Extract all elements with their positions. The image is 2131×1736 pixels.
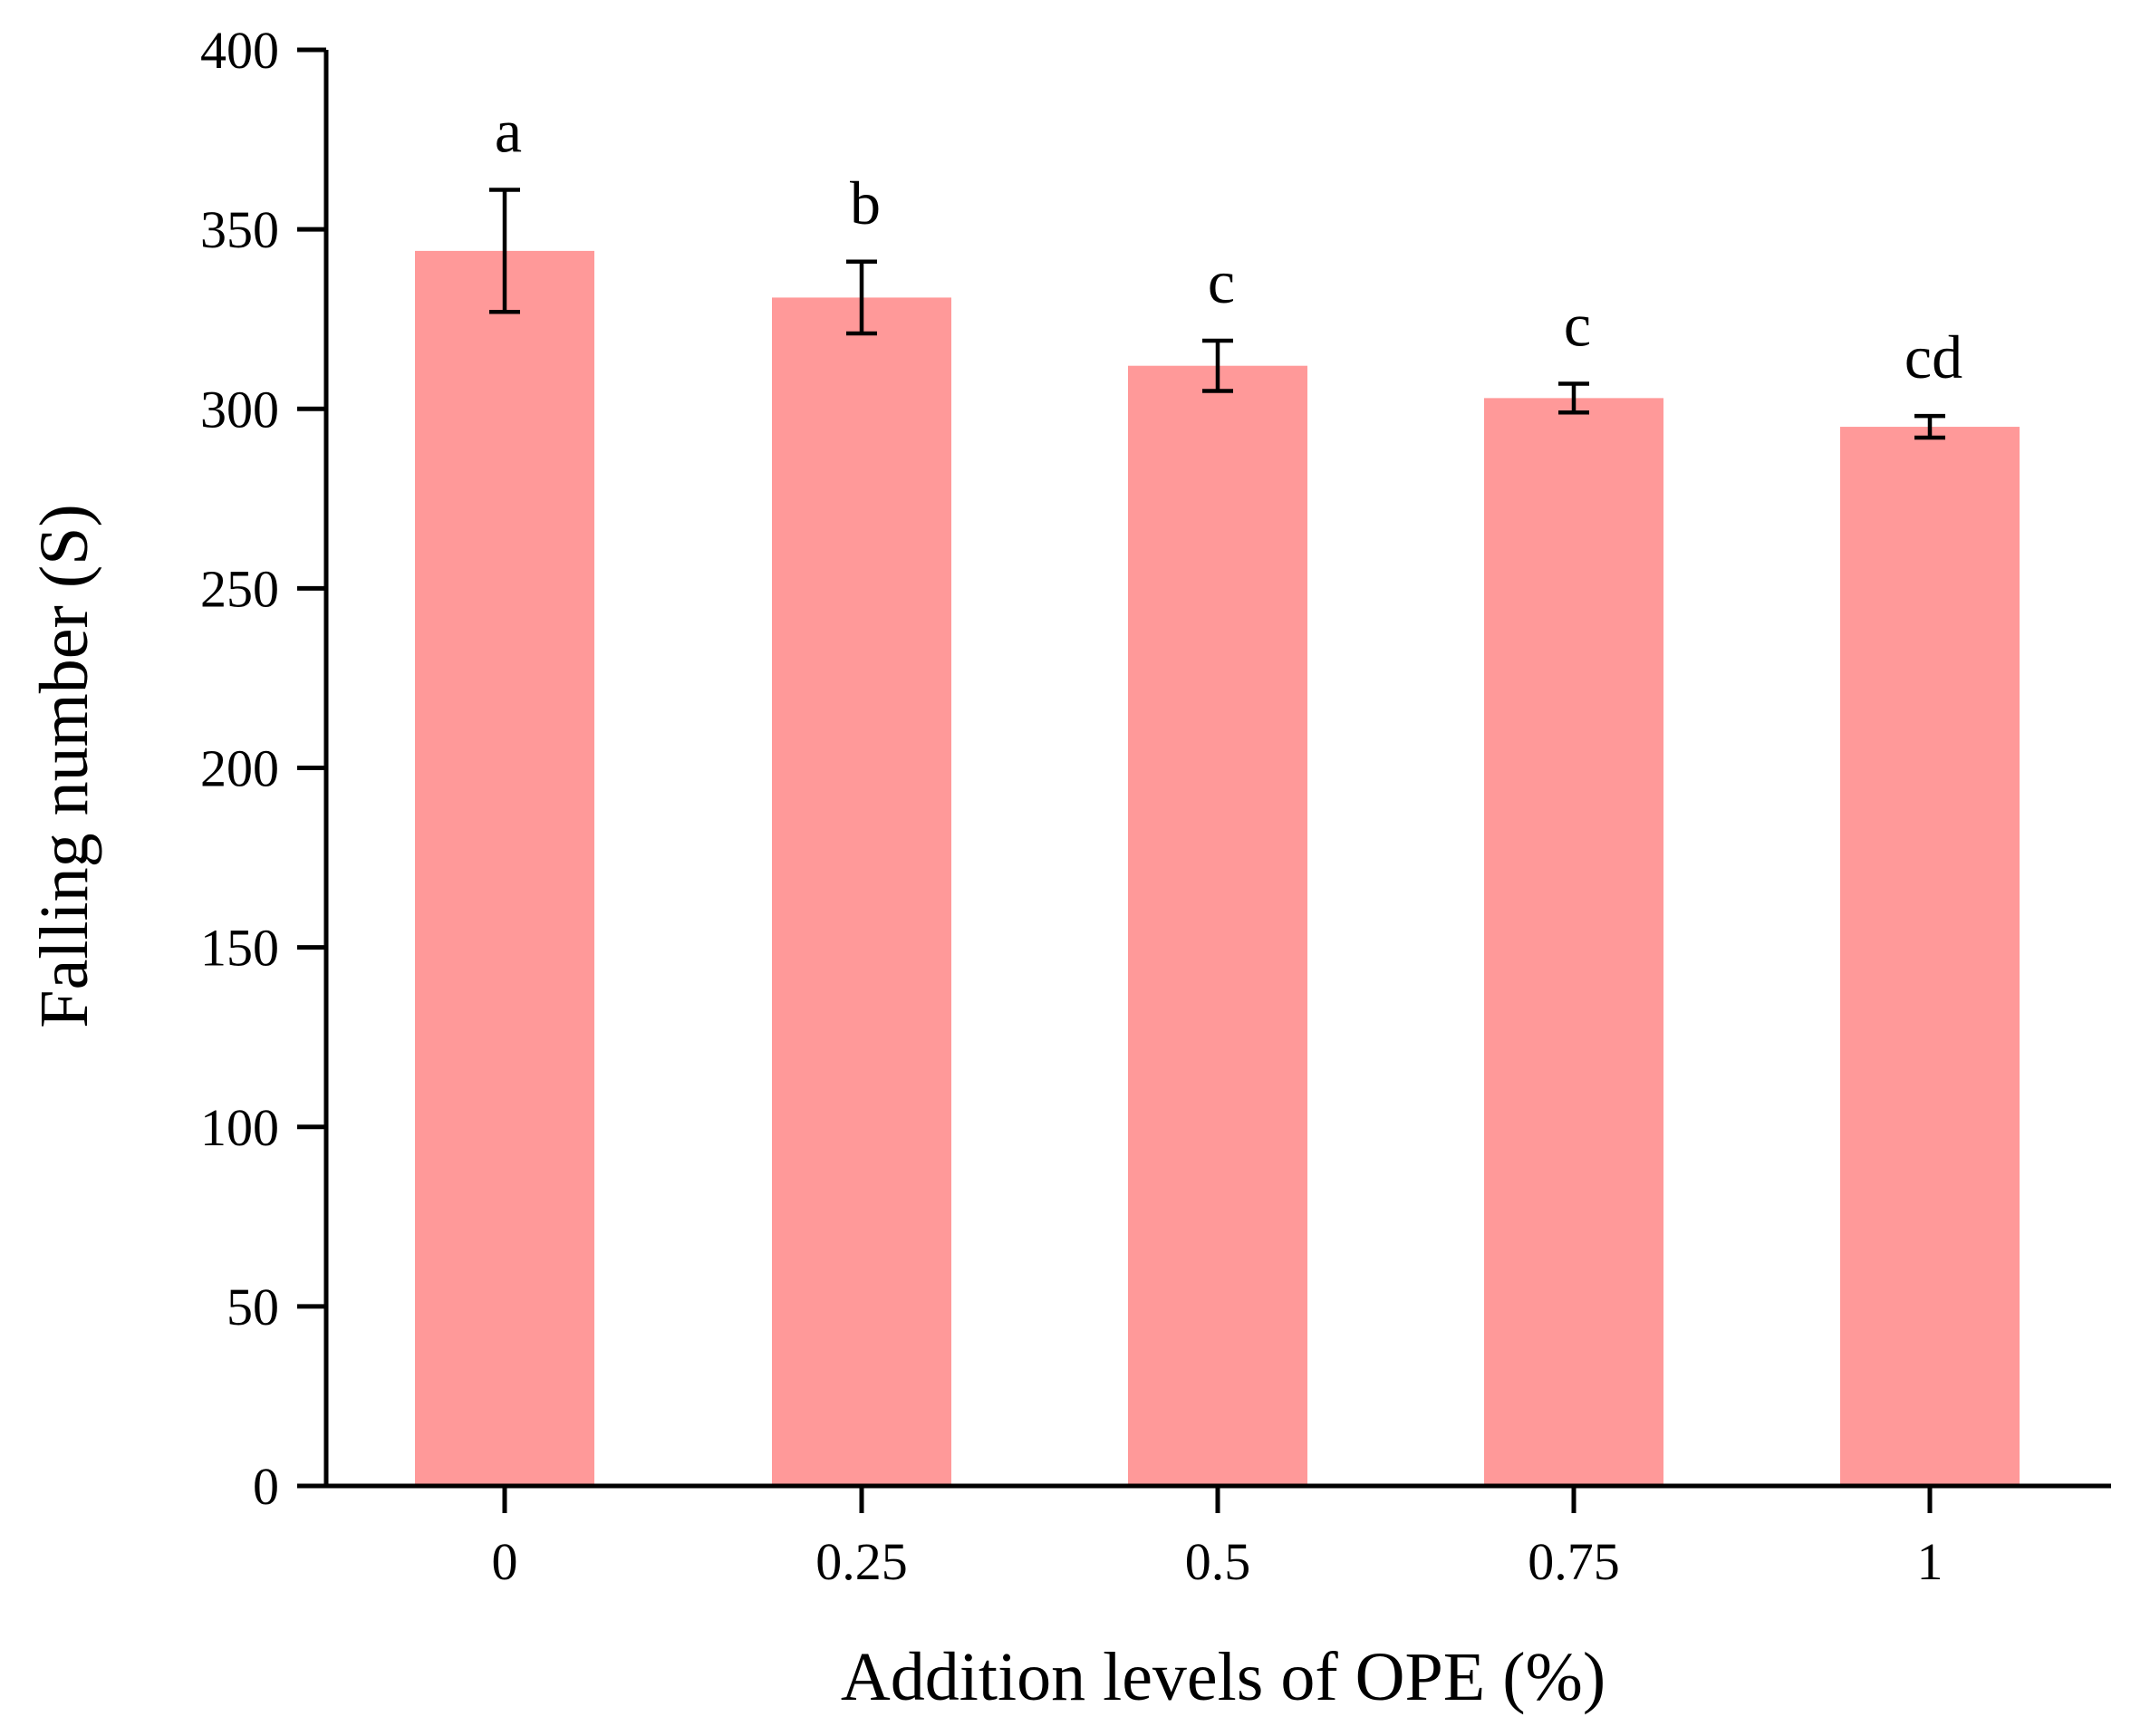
y-tick-label: 250 — [200, 559, 279, 618]
bar — [415, 250, 594, 1486]
significance-label: c — [1208, 247, 1235, 316]
error-bars-group — [489, 188, 1945, 440]
bar — [1840, 427, 2020, 1486]
y-tick-label: 350 — [200, 200, 279, 259]
bar — [1128, 365, 1307, 1487]
bars-group — [415, 250, 2020, 1487]
bar — [772, 297, 951, 1487]
error-bar — [846, 259, 877, 336]
y-tick-label: 150 — [200, 919, 279, 978]
error-bar — [489, 188, 520, 314]
significance-label: cd — [1904, 323, 1962, 391]
error-bar — [1558, 381, 1589, 415]
y-tick-label: 300 — [200, 380, 279, 439]
x-tick-label: 0 — [492, 1532, 518, 1591]
x-tick-label: 0.75 — [1528, 1532, 1620, 1591]
bar — [1484, 398, 1663, 1486]
y-tick-label: 400 — [200, 21, 279, 80]
y-ticks-group: 0 50 100 150 200 250 300 350 400 — [200, 21, 326, 1516]
y-tick-label: 50 — [227, 1278, 279, 1336]
significance-label: c — [1564, 291, 1591, 360]
y-axis-title: Falling number (S) — [26, 504, 102, 1027]
y-tick-label: 0 — [253, 1457, 279, 1516]
error-bar — [1914, 413, 1945, 440]
x-ticks-group: 0 0.25 0.5 0.75 1 — [492, 1486, 1943, 1591]
x-tick-label: 1 — [1917, 1532, 1943, 1591]
y-tick-label: 100 — [200, 1098, 279, 1157]
significance-label: b — [850, 169, 881, 237]
significance-label: a — [495, 97, 522, 166]
error-bar — [1202, 338, 1233, 393]
x-axis-title: Addition levels of OPE (%) — [841, 1639, 1605, 1715]
x-tick-label: 0.25 — [815, 1532, 908, 1591]
x-tick-label: 0.5 — [1185, 1532, 1251, 1591]
y-tick-label: 200 — [200, 739, 279, 798]
significance-labels-group: a b c c cd — [495, 97, 1962, 392]
